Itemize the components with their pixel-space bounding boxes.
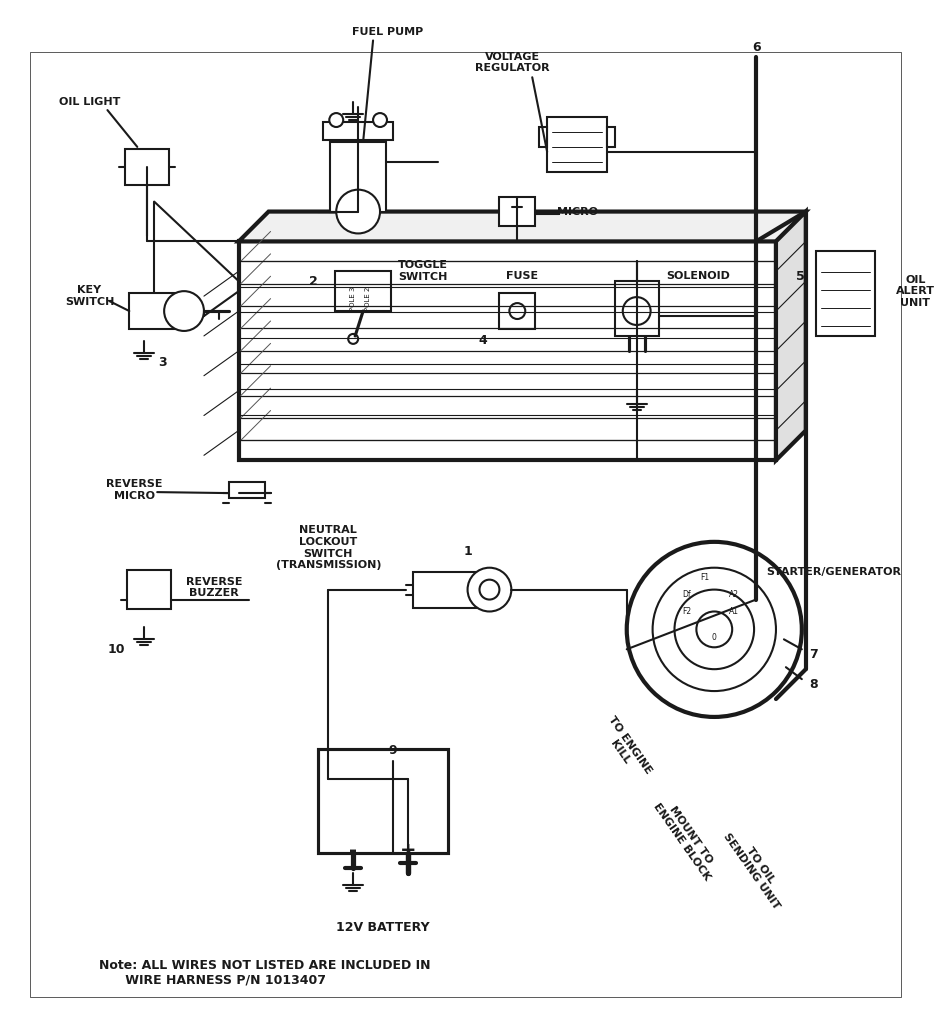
Text: F1: F1 xyxy=(700,573,709,583)
Text: SOLENOID: SOLENOID xyxy=(666,271,730,282)
Circle shape xyxy=(509,303,525,319)
Circle shape xyxy=(627,542,802,717)
Bar xyxy=(335,271,391,311)
Text: +: + xyxy=(400,841,417,860)
Bar xyxy=(125,148,169,184)
Text: REVERSE
MICRO: REVERSE MICRO xyxy=(106,479,163,501)
Bar xyxy=(239,242,776,460)
Bar xyxy=(539,127,548,146)
Text: 10: 10 xyxy=(108,643,125,655)
Text: NEUTRAL
LOCKOUT
SWITCH
(TRANSMISSION): NEUTRAL LOCKOUT SWITCH (TRANSMISSION) xyxy=(275,525,381,570)
Bar xyxy=(228,482,265,498)
Text: FUSE: FUSE xyxy=(506,271,538,282)
Text: TO OIL
SENDING UNIT: TO OIL SENDING UNIT xyxy=(722,825,791,911)
Text: 8: 8 xyxy=(810,678,818,690)
Bar xyxy=(548,117,607,172)
Circle shape xyxy=(622,297,651,325)
Text: 0: 0 xyxy=(712,633,717,642)
Circle shape xyxy=(348,334,358,344)
Text: OIL
ALERT
UNIT: OIL ALERT UNIT xyxy=(896,274,935,308)
Text: STARTER/GENERATOR: STARTER/GENERATOR xyxy=(767,566,901,577)
Text: 12V BATTERY: 12V BATTERY xyxy=(336,922,430,934)
Text: 5: 5 xyxy=(797,269,805,283)
Text: Df: Df xyxy=(682,590,691,599)
Text: MOUNT TO
ENGINE BLOCK: MOUNT TO ENGINE BLOCK xyxy=(651,795,722,882)
Bar xyxy=(129,293,179,329)
Circle shape xyxy=(468,567,511,611)
Bar xyxy=(500,293,535,329)
Bar xyxy=(127,569,171,609)
Text: REVERSE
BUZZER: REVERSE BUZZER xyxy=(185,577,242,598)
Text: 4: 4 xyxy=(478,335,487,347)
Text: F2: F2 xyxy=(681,607,691,616)
Circle shape xyxy=(336,189,380,233)
Text: 7: 7 xyxy=(810,648,818,660)
Text: 3: 3 xyxy=(158,356,167,370)
Circle shape xyxy=(696,611,732,647)
Text: Note: ALL WIRES NOT LISTED ARE INCLUDED IN
      WIRE HARNESS P/N 1013407: Note: ALL WIRES NOT LISTED ARE INCLUDED … xyxy=(99,958,431,986)
Bar xyxy=(330,142,386,212)
Text: VOLTAGE
REGULATOR: VOLTAGE REGULATOR xyxy=(475,51,549,73)
Text: 2: 2 xyxy=(309,274,317,288)
Circle shape xyxy=(652,567,776,691)
Polygon shape xyxy=(776,212,806,460)
Text: POLE 2: POLE 2 xyxy=(365,287,371,311)
Polygon shape xyxy=(239,212,806,242)
Circle shape xyxy=(329,113,344,127)
Text: TO ENGINE
KILL: TO ENGINE KILL xyxy=(596,715,653,782)
Bar xyxy=(318,749,447,853)
Text: A2: A2 xyxy=(729,590,739,599)
Text: TOGGLE
SWITCH: TOGGLE SWITCH xyxy=(398,260,447,282)
Bar xyxy=(500,197,535,226)
Text: FUEL PUMP: FUEL PUMP xyxy=(352,28,424,38)
Text: A1: A1 xyxy=(729,607,739,616)
Bar xyxy=(413,571,482,607)
Text: OIL LIGHT: OIL LIGHT xyxy=(59,97,120,108)
Text: -: - xyxy=(349,841,358,860)
Text: MICRO: MICRO xyxy=(557,207,597,216)
Circle shape xyxy=(479,580,500,599)
Text: KEY
SWITCH: KEY SWITCH xyxy=(65,286,114,307)
Bar xyxy=(607,127,615,146)
Bar xyxy=(615,282,659,336)
Bar xyxy=(816,251,875,336)
Circle shape xyxy=(675,590,754,669)
Text: 1: 1 xyxy=(463,546,472,558)
Circle shape xyxy=(373,113,387,127)
Circle shape xyxy=(164,291,204,331)
Bar xyxy=(323,122,393,140)
Text: 6: 6 xyxy=(752,41,760,54)
Text: POLE 3: POLE 3 xyxy=(350,287,357,311)
Text: 9: 9 xyxy=(388,744,397,758)
